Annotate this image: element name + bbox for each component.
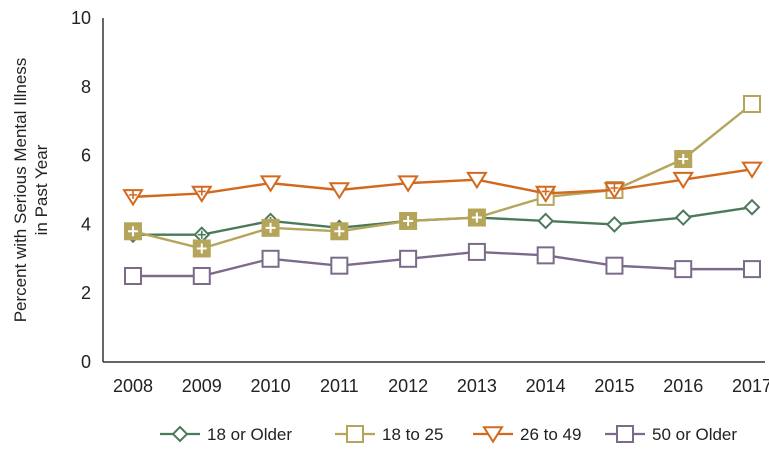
data-point-cross [541, 187, 550, 196]
x-tick-label: 2012 [388, 376, 428, 396]
data-point-cross [610, 184, 619, 192]
data-point [743, 260, 761, 279]
legend-label: 50 or Older [652, 425, 737, 444]
data-point [482, 426, 504, 444]
data-point [536, 246, 555, 265]
series-26-to-49 [122, 161, 763, 207]
series-line [133, 250, 752, 278]
data-point [328, 182, 351, 200]
x-axis-ticks: 2008 2009 2010 2011 2012 2013 2014 2015 2016 2017 [113, 376, 769, 396]
x-tick-label: 2009 [182, 376, 222, 396]
series-50-or-older [124, 242, 761, 285]
data-point [397, 175, 419, 193]
data-point [616, 425, 634, 443]
series-18-or-older [124, 198, 761, 244]
data-point [606, 215, 623, 233]
data-point-cross [196, 243, 207, 254]
data-point-cross [334, 226, 345, 237]
y-tick-label: 6 [81, 146, 91, 166]
legend-label: 26 to 49 [520, 425, 581, 444]
data-point-cross [197, 187, 206, 196]
legend-entry: 26 to 49 [473, 425, 581, 444]
data-point-cross [471, 212, 482, 223]
legend-label: 18 to 25 [382, 425, 443, 444]
axes [102, 18, 765, 363]
legend-entry: 18 or Older [160, 425, 292, 444]
y-tick-label: 4 [81, 214, 91, 234]
x-tick-label: 2010 [251, 376, 291, 396]
y-axis-ticks: 0 2 4 6 8 10 [71, 8, 91, 372]
data-point [674, 260, 693, 279]
data-point-cross [197, 230, 206, 239]
data-point [743, 95, 761, 113]
y-axis-title-line-2: in Past Year [32, 144, 51, 235]
data-point [674, 209, 692, 226]
data-point [605, 256, 624, 275]
data-point-cross [678, 154, 689, 165]
data-point [192, 267, 211, 285]
x-tick-label: 2013 [457, 376, 497, 396]
x-tick-label: 2011 [320, 376, 359, 396]
legend-label: 18 or Older [207, 425, 292, 444]
legend-entry: 18 to 25 [335, 425, 443, 444]
x-tick-label: 2016 [663, 376, 703, 396]
data-point [743, 198, 761, 216]
data-point-cross [265, 222, 276, 233]
series-18-to-25 [124, 95, 761, 258]
data-point [259, 175, 282, 193]
series-layer [122, 95, 763, 285]
data-point [346, 425, 364, 443]
x-tick-label: 2017 [732, 376, 769, 396]
data-point [466, 171, 488, 190]
data-point [330, 256, 349, 275]
x-tick-label: 2008 [113, 376, 153, 396]
series-line [132, 103, 753, 250]
series-line [133, 206, 753, 236]
data-point [124, 267, 142, 285]
x-tick-label: 2014 [526, 376, 566, 396]
data-point-cross [128, 226, 138, 237]
y-tick-label: 2 [81, 283, 91, 303]
y-axis-title-line-1: Percent with Serious Mental Illness [11, 58, 30, 323]
data-point [672, 171, 695, 190]
legend-entry: 50 or Older [605, 425, 737, 444]
data-point-cross [403, 215, 414, 226]
x-tick-label: 2015 [594, 376, 634, 396]
y-tick-label: 10 [71, 8, 91, 28]
data-point [467, 242, 486, 261]
y-tick-label: 8 [81, 77, 91, 97]
data-point [399, 249, 418, 268]
y-tick-label: 0 [81, 352, 91, 372]
data-point-cross [129, 190, 137, 199]
data-point [171, 425, 189, 443]
legend: 18 or Older 18 to 25 26 to 49 50 or Older [160, 425, 737, 444]
data-point [537, 212, 555, 230]
y-axis-title: Percent with Serious Mental Illness in P… [11, 58, 51, 323]
series-line [132, 168, 753, 199]
data-point [741, 161, 763, 179]
data-point [261, 249, 280, 268]
